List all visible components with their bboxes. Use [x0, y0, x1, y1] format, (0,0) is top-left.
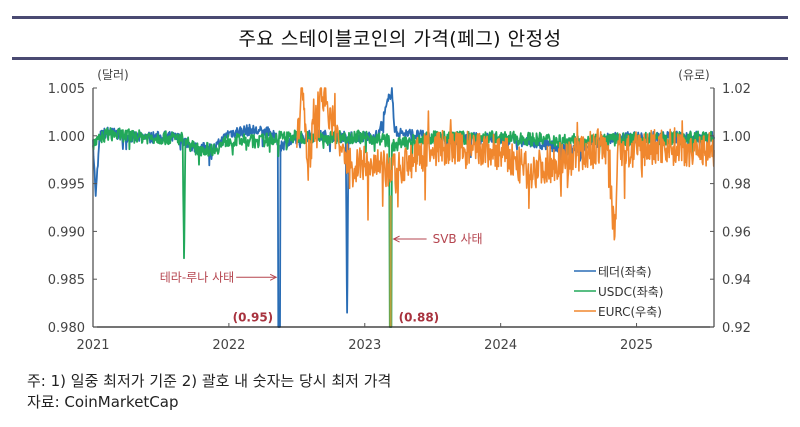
- footnote: 주: 1) 일중 최저가 기준 2) 괄호 내 숫자는 당시 최저 가격: [27, 372, 392, 390]
- left-tick-label: 0.985: [48, 273, 85, 288]
- series-layer: [92, 87, 715, 328]
- x-tick-label: 2024: [484, 338, 517, 353]
- annotation-min-price: (0.95): [233, 310, 274, 324]
- x-tick-label: 2021: [76, 338, 109, 353]
- left-unit-label: (달러): [97, 68, 128, 82]
- annotation-terra-luna: 테라-루나 사태: [160, 270, 234, 284]
- x-tick-label: 2025: [620, 338, 653, 353]
- legend-label-tether: 테더(좌축): [598, 265, 652, 279]
- right-tick-label: 0.96: [722, 225, 751, 240]
- left-tick-label: 1.000: [48, 130, 85, 145]
- left-tick-label: 0.995: [48, 178, 85, 193]
- chart-title: 주요 스테이블코인의 가격(페그) 안정성: [238, 28, 562, 50]
- right-unit-label: (유로): [678, 68, 709, 82]
- right-tick-label: 0.92: [722, 321, 751, 336]
- legend: 테더(좌축) USDC(좌축) EURC(우축): [574, 265, 663, 319]
- right-tick-label: 1.02: [722, 82, 751, 97]
- left-tick-label: 0.980: [48, 321, 85, 336]
- legend-label-eurc: EURC(우축): [598, 305, 662, 319]
- annotation-min-price: (0.88): [399, 310, 440, 324]
- x-tick-label: 2023: [348, 338, 381, 353]
- legend-label-usdc: USDC(좌축): [598, 285, 663, 299]
- title-rule-top: [12, 16, 788, 19]
- series-eurc: [296, 87, 715, 241]
- annotation-svb: SVB 사태: [433, 232, 483, 246]
- right-tick-label: 1.00: [722, 130, 751, 145]
- title-rule-bottom: [12, 57, 788, 60]
- left-tick-label: 1.005: [48, 82, 85, 97]
- left-tick-label: 0.990: [48, 225, 85, 240]
- right-tick-label: 0.94: [722, 273, 751, 288]
- arrow-right-icon: [269, 273, 278, 281]
- axes-layer: 1.005 1.000 0.995 0.990 0.985 0.980 1.02 1.00 0.…: [48, 68, 751, 353]
- source-note: 자료: CoinMarketCap: [27, 393, 179, 411]
- right-tick-label: 0.98: [722, 178, 751, 193]
- series-usdc: [92, 127, 715, 328]
- x-tick-label: 2022: [212, 338, 245, 353]
- arrow-left-icon: [392, 235, 400, 243]
- annotation-layer: 테라-루나 사태 SVB 사태 (0.95) (0.88): [160, 232, 483, 324]
